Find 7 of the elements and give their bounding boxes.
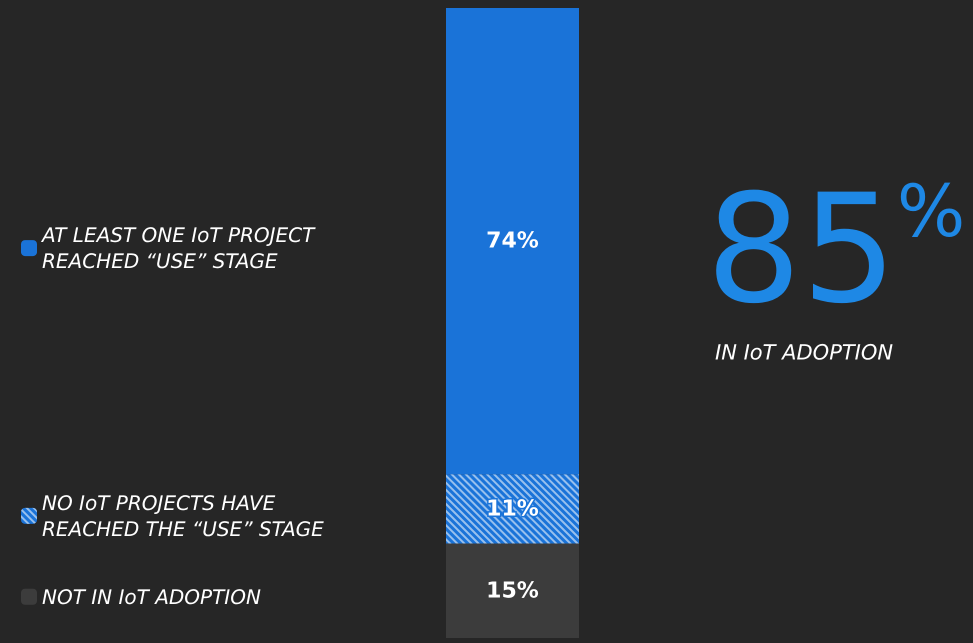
legend-label: NO IoT PROJECTS HAVE REACHED THE “USE” STAGE [42,490,324,541]
data-label: 15% [486,578,539,604]
legend-label: NOT IN IoT ADOPTION [42,584,261,609]
text: IN IoT ADOPTION [715,340,894,364]
data-label: 74% [486,228,539,254]
text: 85% [706,163,966,337]
legend-label: AT LEAST ONE IoT PROJECT REACHED “USE” STAGE [40,223,321,274]
